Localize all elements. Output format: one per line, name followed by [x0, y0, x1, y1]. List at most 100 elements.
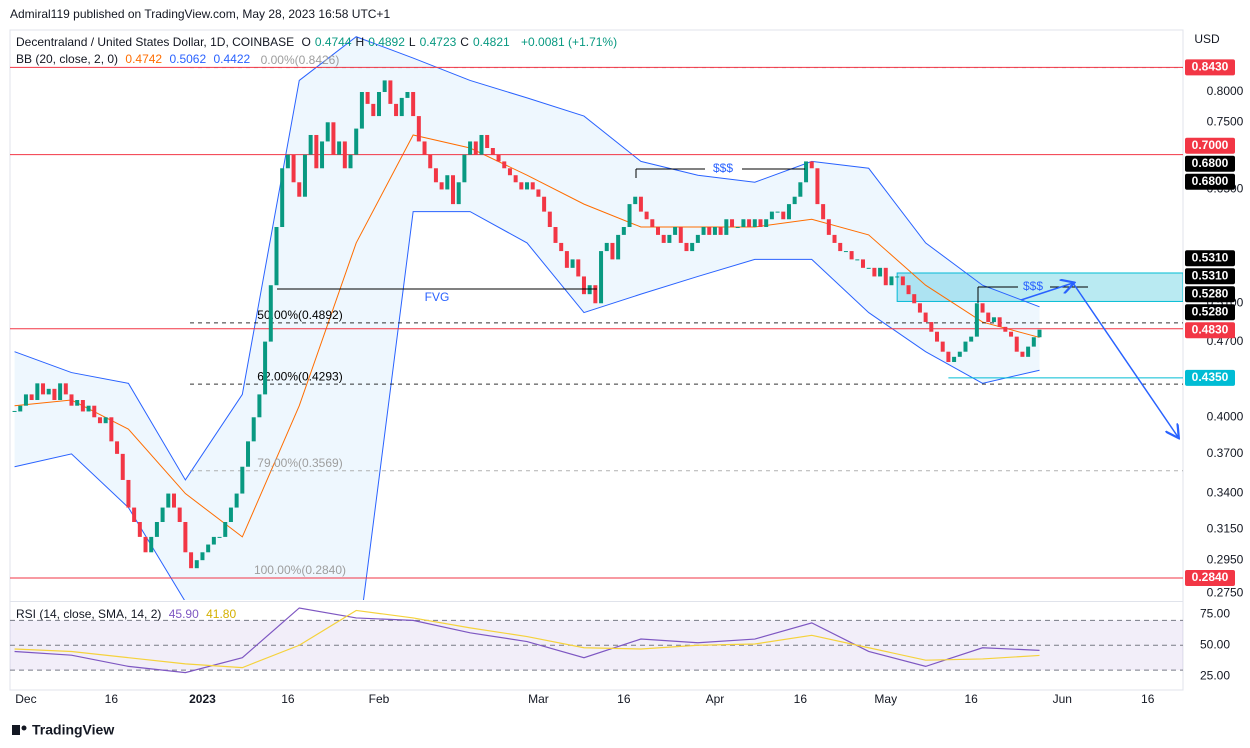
- x-tick-label: Feb: [369, 692, 390, 706]
- liquidity-zone: [896, 272, 1183, 302]
- candle: [280, 168, 285, 228]
- candle: [536, 189, 541, 197]
- candle: [798, 182, 803, 197]
- candle: [97, 417, 102, 424]
- candle: [274, 227, 279, 286]
- y-tick-label: 0.4000: [1207, 409, 1244, 423]
- ohlc-value: 0.4723: [419, 35, 457, 49]
- candle: [359, 92, 364, 129]
- y-tick-label: 0.3700: [1207, 446, 1244, 460]
- candle: [428, 154, 433, 169]
- candle: [610, 242, 615, 260]
- candle: [137, 522, 142, 537]
- candle: [234, 493, 239, 508]
- rsi-tick-label: 25.00: [1200, 669, 1230, 683]
- candle: [120, 453, 125, 480]
- x-tick-label: 16: [617, 692, 631, 706]
- candle: [895, 276, 900, 278]
- candle: [769, 211, 774, 220]
- candle: [587, 285, 592, 295]
- candle: [451, 175, 456, 205]
- candle: [183, 522, 188, 553]
- candle: [786, 204, 791, 220]
- candle: [320, 141, 325, 169]
- candle: [405, 92, 410, 98]
- candle: [109, 417, 114, 442]
- candle: [194, 560, 199, 569]
- candle: [712, 227, 717, 235]
- candle: [29, 394, 34, 401]
- price-tag-label: 0.5310: [1192, 268, 1229, 282]
- candle: [764, 219, 769, 228]
- bb-value: 0.4422: [213, 52, 251, 66]
- candle: [160, 507, 165, 523]
- candle: [439, 182, 444, 190]
- candle: [103, 417, 108, 424]
- price-tag: [1185, 173, 1235, 190]
- candle: [445, 175, 450, 190]
- candle: [638, 196, 643, 212]
- candle: [519, 182, 524, 190]
- candle: [547, 211, 552, 228]
- candle: [46, 388, 51, 395]
- candle: [149, 536, 154, 553]
- price-tag: [1185, 137, 1235, 154]
- fib-label: 100.00%(0.2840): [254, 563, 346, 577]
- candle: [422, 141, 427, 155]
- candle: [650, 219, 655, 228]
- bb-line: [14, 134, 1040, 538]
- candle: [809, 161, 814, 169]
- y-tick-label: 0.3150: [1207, 522, 1244, 536]
- candle: [991, 317, 996, 323]
- candle: [513, 175, 518, 183]
- price-tag: [1185, 286, 1235, 303]
- candle: [490, 148, 495, 155]
- ohlc-value: 0.4821: [472, 35, 510, 49]
- candle: [433, 168, 438, 183]
- candle: [217, 536, 222, 538]
- axes: Dec 16 2023 16 Feb Mar 16 Apr 16 May 16 Jun 16 0.8000…: [15, 59, 1244, 706]
- candle: [621, 227, 626, 235]
- annotations: $$$ FVG $$$: [277, 161, 1178, 437]
- candle: [23, 394, 28, 406]
- candle: [724, 219, 729, 235]
- price-tag-label: 0.5280: [1192, 286, 1229, 300]
- candle: [912, 294, 917, 304]
- ohlc-label: H: [355, 35, 365, 49]
- candle: [627, 204, 632, 228]
- currency-label: USD: [1194, 32, 1220, 46]
- candle: [906, 285, 911, 295]
- rsi-line: [14, 609, 1040, 669]
- candle: [855, 259, 860, 261]
- candle: [576, 259, 581, 277]
- price-tag: [1185, 369, 1235, 386]
- candle: [200, 552, 205, 561]
- candle: [331, 122, 336, 155]
- x-tick-label: May: [874, 692, 897, 706]
- candle: [382, 80, 387, 93]
- price-tag-label: 0.6800: [1192, 156, 1229, 170]
- candle: [644, 211, 649, 220]
- symbol-legend: Decentraland / United States Dollar, 1D,…: [16, 35, 621, 49]
- candle: [559, 242, 564, 252]
- publisher: Admiral119 published on TradingView.com,…: [10, 7, 391, 21]
- candle: [747, 219, 752, 228]
- candle: [394, 103, 399, 117]
- candle: [502, 161, 507, 169]
- candle: [969, 336, 974, 342]
- candle: [695, 234, 700, 243]
- candle: [485, 134, 490, 149]
- candle: [35, 383, 40, 401]
- candle: [826, 219, 831, 235]
- candle: [804, 161, 809, 183]
- candle: [917, 303, 922, 313]
- candle: [1020, 351, 1025, 357]
- candle: [354, 128, 359, 155]
- price-tag-label: 0.5310: [1192, 250, 1229, 264]
- x-tick-label: 2023: [189, 692, 216, 706]
- candle: [177, 507, 182, 523]
- candle: [411, 92, 416, 117]
- candle: [63, 383, 68, 395]
- price-tag: [1185, 250, 1235, 267]
